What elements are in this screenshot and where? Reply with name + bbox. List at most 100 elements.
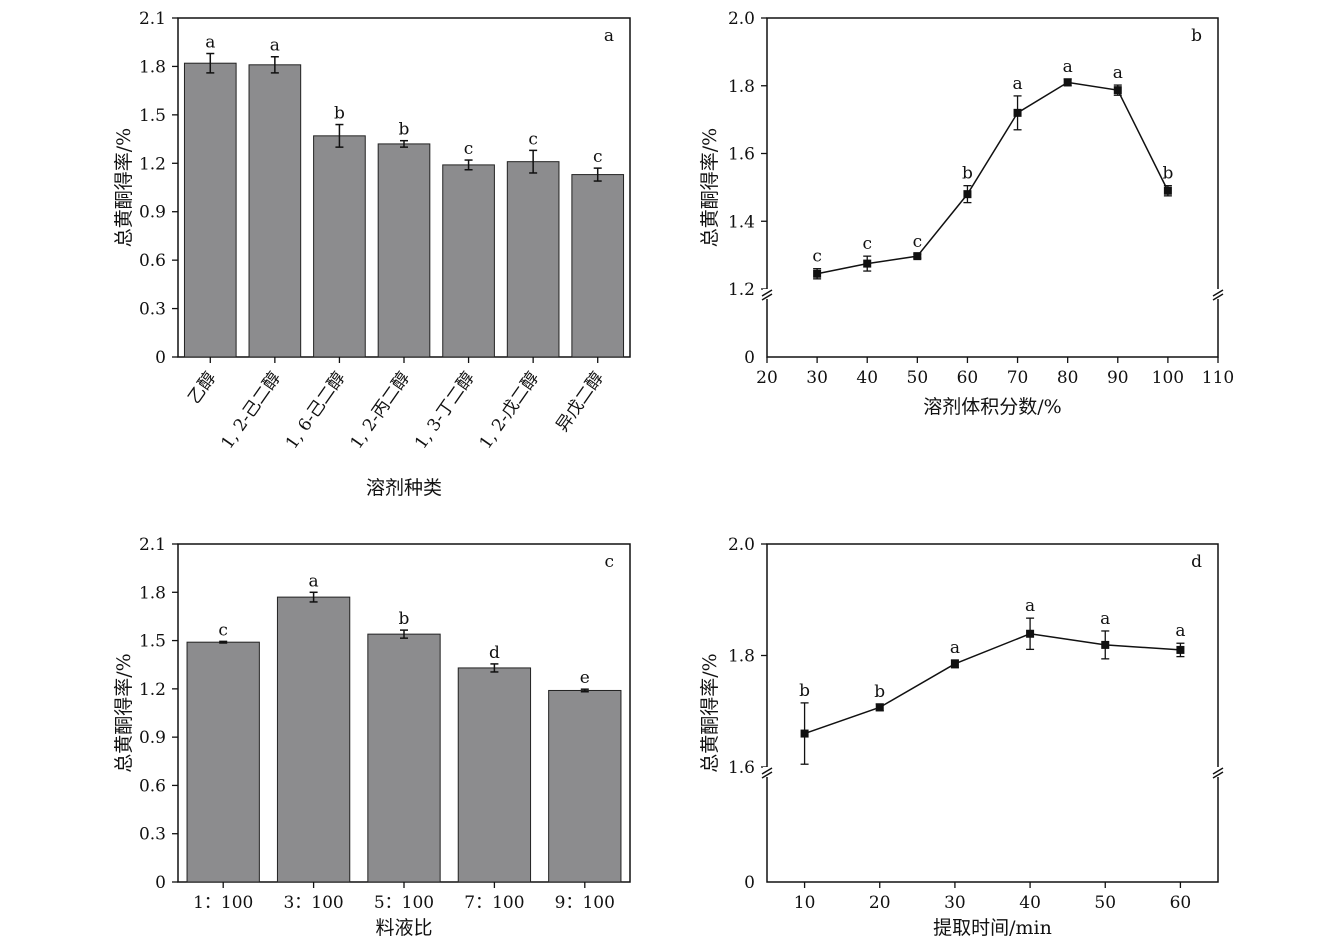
bar <box>313 135 366 358</box>
error-bar <box>270 55 279 74</box>
significance-label: b <box>874 682 885 702</box>
significance-label: b <box>399 120 410 140</box>
x-tick-label: 1：100 <box>193 893 253 913</box>
axis-break-mark <box>1212 289 1224 301</box>
y-tick-label: 0.9 <box>139 728 166 748</box>
data-point <box>1113 86 1122 95</box>
bar <box>248 64 302 358</box>
significance-label: a <box>1100 609 1110 629</box>
data-point <box>963 190 972 199</box>
significance-label: c <box>913 232 923 252</box>
x-axis-label: 溶剂体积分数/% <box>923 396 1061 418</box>
error-bar <box>335 123 344 148</box>
y-tick-label: 1.6 <box>728 145 755 165</box>
data-point <box>813 269 822 278</box>
x-tick-label: 异戊二醇 <box>552 368 607 435</box>
x-tick-label: 9：100 <box>555 893 615 913</box>
panel-b: b 总黄酮得率/% 溶剂体积分数/% 1.2 1.4 1.6 1.8 2.0 020 30 40 50… <box>699 9 1234 418</box>
x-axis-label: 料液比 <box>375 917 432 939</box>
plot-frame <box>766 17 1219 358</box>
error-bar <box>400 629 408 639</box>
significance-label: a <box>270 36 280 56</box>
significance-label: a <box>950 638 960 658</box>
error-bar <box>490 663 499 673</box>
x-tick-label: 110 <box>1202 368 1234 388</box>
x-tick-label: 60 <box>957 368 979 388</box>
error-bar <box>219 640 228 644</box>
x-tick-label: 80 <box>1057 368 1079 388</box>
y-tick-label: 2.1 <box>139 535 166 555</box>
y-tick-label: 1.2 <box>139 680 166 700</box>
data-point <box>950 659 959 668</box>
x-tick-label: 20 <box>756 368 778 388</box>
y-tick-label: 2.0 <box>728 535 755 555</box>
y-tick-label: 2.0 <box>728 9 755 29</box>
y-tick-label: 0.9 <box>139 203 166 223</box>
error-bar <box>400 139 408 148</box>
bar <box>548 689 622 883</box>
y-tick-label: 1.8 <box>139 57 166 77</box>
y-tick-label-zero: 0 <box>744 873 755 893</box>
x-tick-label: 100 <box>1152 368 1184 388</box>
significance-label: a <box>1063 57 1073 77</box>
x-tick-label: 70 <box>1007 368 1029 388</box>
y-tick-label: 1.5 <box>139 106 166 126</box>
x-tick-label: 30 <box>806 368 828 388</box>
series-line <box>804 632 1181 735</box>
x-tick-label: 1, 3-丁二醇 <box>411 368 479 453</box>
x-tick-label: 50 <box>907 368 929 388</box>
significance-label: c <box>464 139 474 159</box>
y-axis-label: 总黄酮得率/% <box>113 128 135 247</box>
x-tick-label: 10 <box>794 893 816 913</box>
bar <box>457 667 532 883</box>
data-point <box>800 729 809 738</box>
x-axis-label: 提取时间/min <box>933 917 1052 939</box>
significance-label: a <box>1025 596 1035 616</box>
panel-label: c <box>604 552 614 572</box>
x-tick-label: 乙醇 <box>184 368 220 407</box>
bar <box>442 164 495 358</box>
x-tick-label: 5：100 <box>374 893 434 913</box>
significance-label: b <box>1162 164 1173 184</box>
data-point <box>863 259 872 268</box>
significance-label: d <box>489 643 500 663</box>
significance-label: a <box>205 33 215 53</box>
panel-label: d <box>1191 552 1202 572</box>
y-tick-label: 1.2 <box>728 280 755 300</box>
significance-label: a <box>309 571 319 591</box>
y-tick-label: 0.3 <box>139 825 166 845</box>
axis-break-mark <box>761 767 773 779</box>
y-axis-label: 总黄酮得率/% <box>113 653 135 772</box>
significance-label: a <box>1012 74 1022 94</box>
significance-label: b <box>334 104 345 124</box>
x-tick-label: 1, 2-丙二醇 <box>347 368 415 453</box>
y-tick-label: 1.5 <box>139 632 166 652</box>
y-tick-label: 0.3 <box>139 300 166 320</box>
significance-label: c <box>593 147 603 167</box>
significance-label: c <box>218 620 228 640</box>
panel-a: a 总黄酮得率/% 溶剂种类 0 0.3 0.6 0.9 1.2 1.5 1.8 2.1 a 乙醇 a 1,… <box>113 9 631 499</box>
y-tick-label-zero: 0 <box>744 348 755 368</box>
bar <box>377 143 431 358</box>
x-tick-label: 3：100 <box>283 893 343 913</box>
y-tick-label: 0 <box>155 348 166 368</box>
data-point <box>1101 640 1110 649</box>
panel-c: c 总黄酮得率/% 料液比 0 0.3 0.6 0.9 1.2 1.5 1.8 2.1 c 1：100 a… <box>113 535 631 939</box>
panel-label: a <box>604 26 614 46</box>
y-tick-label: 1.4 <box>728 212 755 232</box>
bar <box>506 161 560 358</box>
data-point <box>1013 108 1022 117</box>
x-axis-label: 溶剂种类 <box>366 477 442 499</box>
x-tick-label: 60 <box>1170 893 1192 913</box>
significance-label: e <box>580 668 590 688</box>
data-point <box>1176 645 1185 654</box>
y-axis-label: 总黄酮得率/% <box>699 128 721 247</box>
axis-break-mark <box>1212 767 1224 779</box>
x-tick-label: 40 <box>1019 893 1041 913</box>
significance-label: a <box>1113 63 1123 83</box>
significance-label: b <box>399 609 410 629</box>
bar <box>186 641 260 883</box>
y-tick-label: 2.1 <box>139 9 166 29</box>
data-point <box>1063 78 1072 87</box>
